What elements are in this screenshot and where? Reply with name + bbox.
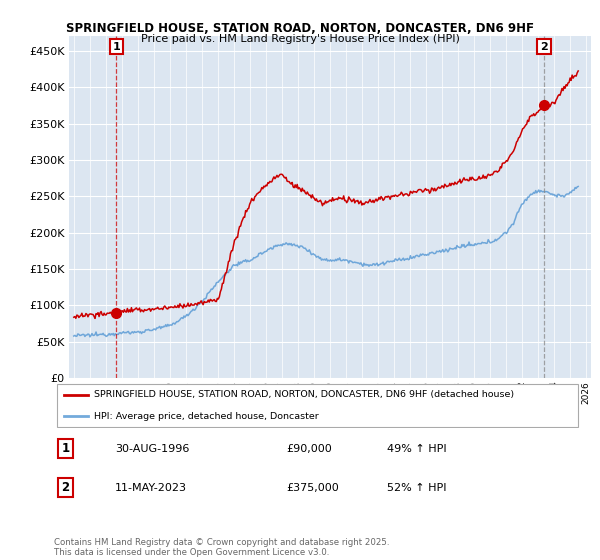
Text: SPRINGFIELD HOUSE, STATION ROAD, NORTON, DONCASTER, DN6 9HF: SPRINGFIELD HOUSE, STATION ROAD, NORTON,…	[66, 22, 534, 35]
Text: 2: 2	[540, 41, 548, 52]
Text: £375,000: £375,000	[286, 483, 339, 493]
Text: 49% ↑ HPI: 49% ↑ HPI	[386, 444, 446, 454]
Text: 11-MAY-2023: 11-MAY-2023	[115, 483, 187, 493]
Text: 30-AUG-1996: 30-AUG-1996	[115, 444, 189, 454]
Text: HPI: Average price, detached house, Doncaster: HPI: Average price, detached house, Donc…	[94, 412, 319, 421]
Text: 52% ↑ HPI: 52% ↑ HPI	[386, 483, 446, 493]
Text: SPRINGFIELD HOUSE, STATION ROAD, NORTON, DONCASTER, DN6 9HF (detached house): SPRINGFIELD HOUSE, STATION ROAD, NORTON,…	[94, 390, 514, 399]
Text: Price paid vs. HM Land Registry's House Price Index (HPI): Price paid vs. HM Land Registry's House …	[140, 34, 460, 44]
Text: £90,000: £90,000	[286, 444, 332, 454]
Text: 1: 1	[62, 442, 70, 455]
Text: 1: 1	[113, 41, 120, 52]
Text: 2: 2	[62, 481, 70, 494]
Text: Contains HM Land Registry data © Crown copyright and database right 2025.
This d: Contains HM Land Registry data © Crown c…	[54, 538, 389, 557]
FancyBboxPatch shape	[56, 384, 578, 427]
